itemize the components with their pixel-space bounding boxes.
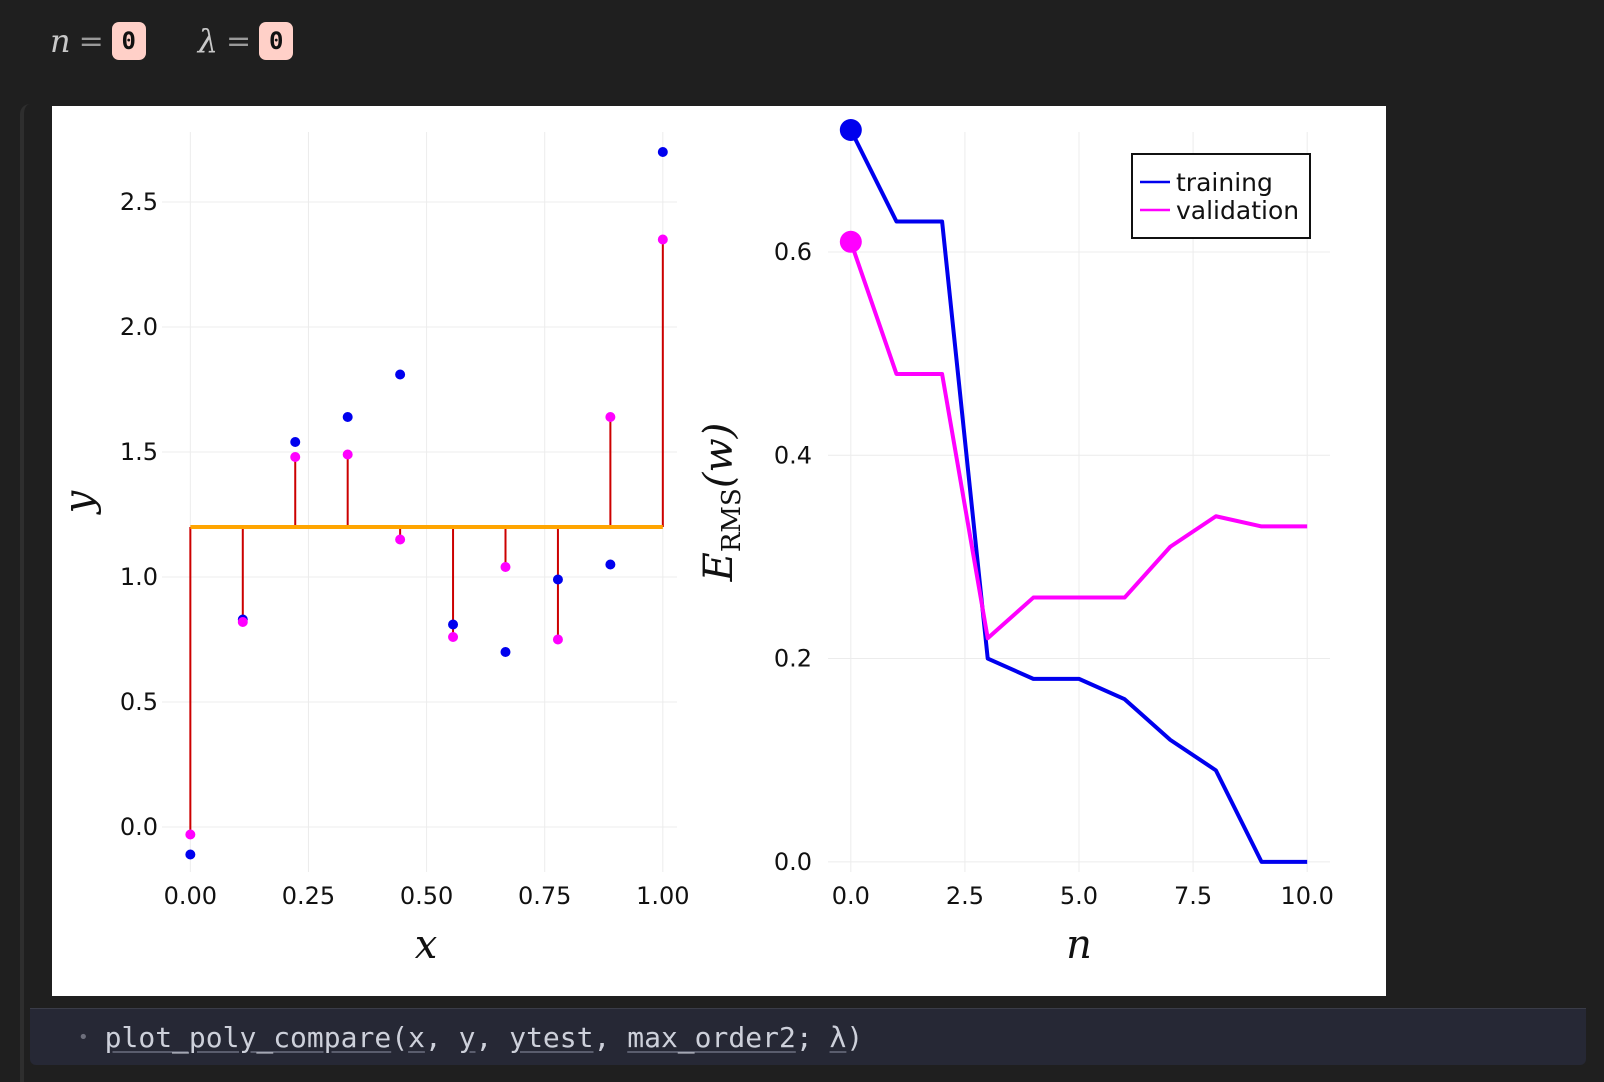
right-xlabel: n (1066, 922, 1092, 968)
param-n-equals: = (78, 23, 104, 59)
code-cell[interactable]: • plot_poly_compare(x, y, ytest, max_ord… (30, 1008, 1586, 1065)
training-point (290, 437, 301, 447)
left-xtick-label: 0.75 (518, 882, 571, 910)
code-arg-max-order2[interactable]: max_order2 (627, 1020, 796, 1054)
code-arg-lambda[interactable]: λ (829, 1020, 847, 1054)
training-point (500, 647, 511, 657)
training-point (605, 559, 616, 570)
right-xtick-label: 0.0 (832, 882, 870, 910)
code-sep4: ; (795, 1020, 830, 1054)
param-n: n = 0 (50, 22, 146, 60)
training-point (342, 412, 353, 422)
right-chart: 0.0 2.5 5.0 7.5 10.0 0.0 0.2 0.4 0.6 n ERMS(w) trai… (696, 119, 1334, 968)
left-xtick-label: 0.50 (400, 882, 453, 910)
param-n-value[interactable]: 0 (111, 22, 146, 60)
left-chart: 0.00 0.25 0.50 0.75 1.00 0.0 0.5 1.0 1.5 2.0 2.5 x y (56, 132, 690, 968)
left-ytick-label: 1.5 (120, 438, 158, 466)
code-arg-x[interactable]: x (408, 1020, 425, 1054)
code-sep2: , (475, 1020, 510, 1054)
left-xtick-label: 0.00 (164, 882, 217, 910)
plot-output: 0.00 0.25 0.50 0.75 1.00 0.0 0.5 1.0 1.5 2.0 2.5 x y… (52, 106, 1386, 996)
training-point (185, 849, 196, 860)
validation-point (237, 617, 248, 627)
parameter-bar: n = 0 λ = 0 (50, 18, 294, 64)
code-arg-y[interactable]: y (458, 1020, 476, 1054)
validation-point (342, 449, 353, 460)
code-sep3: , (593, 1020, 628, 1054)
left-ytick-label: 0.5 (120, 688, 158, 716)
right-ytick-label: 0.2 (774, 645, 812, 673)
validation-point (552, 634, 563, 645)
legend-box (1131, 153, 1311, 239)
series-line-validation (848, 241, 1308, 641)
right-ytick-label: 0.0 (774, 848, 812, 876)
code-line: plot_poly_compare(x, y, ytest, max_order… (105, 1021, 864, 1054)
param-lambda-value[interactable]: 0 (259, 22, 294, 60)
code-sep1: , (424, 1020, 459, 1054)
right-xtick-label: 7.5 (1174, 882, 1212, 910)
plot-canvas: 0.00 0.25 0.50 0.75 1.00 0.0 0.5 1.0 1.5 2.0 2.5 x y… (56, 119, 1334, 968)
right-ytick-label: 0.4 (774, 441, 812, 469)
training-point (657, 147, 668, 157)
validation-point (290, 452, 301, 462)
right-xtick-label: 2.5 (946, 882, 984, 910)
training-point (395, 369, 406, 380)
right-ylabel: ERMS(w) (696, 423, 747, 583)
notebook-cell (20, 104, 1590, 1082)
cell-bullet-icon: • (78, 1026, 89, 1048)
highlight-point-validation (839, 230, 862, 253)
left-ytick-label: 1.0 (120, 563, 158, 591)
left-xtick-label: 1.00 (636, 882, 689, 910)
validation-point (657, 234, 668, 245)
left-xlabel: x (415, 922, 438, 968)
code-close: ) (846, 1020, 864, 1054)
training-point (552, 574, 563, 585)
validation-point (605, 412, 616, 422)
right-xtick-label: 5.0 (1060, 882, 1098, 910)
left-xtick-label: 0.25 (282, 882, 335, 910)
right-xtick-label: 10.0 (1280, 882, 1333, 910)
left-ytick-label: 0.0 (120, 813, 158, 841)
legend-label-training: training (1176, 168, 1273, 197)
left-ytick-label: 2.0 (120, 313, 158, 341)
param-n-symbol: n (50, 22, 71, 60)
highlight-point-training (839, 119, 862, 141)
param-lambda-symbol: λ (197, 22, 219, 60)
validation-point (448, 632, 459, 642)
validation-point (185, 829, 196, 840)
right-ytick-label: 0.6 (774, 238, 812, 266)
legend-label-validation: validation (1176, 196, 1299, 225)
param-lambda: λ = 0 (197, 22, 294, 60)
training-point (448, 619, 459, 630)
validation-point (395, 534, 406, 545)
validation-point (500, 562, 511, 572)
code-func[interactable]: plot_poly_compare (104, 1020, 392, 1054)
series-line-training (849, 129, 1308, 864)
code-arg-ytest[interactable]: ytest (509, 1020, 594, 1054)
code-open: ( (391, 1020, 409, 1054)
param-lambda-equals: = (226, 23, 252, 59)
left-ylabel: y (56, 489, 102, 515)
left-ytick-label: 2.5 (120, 188, 158, 216)
